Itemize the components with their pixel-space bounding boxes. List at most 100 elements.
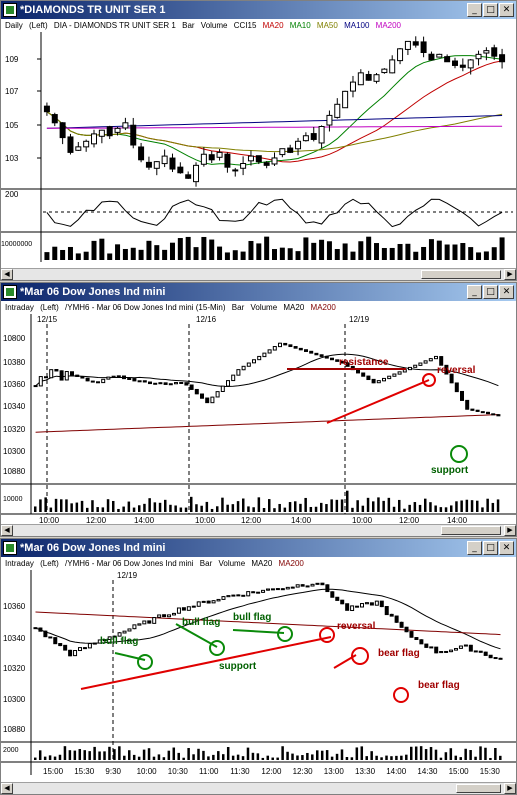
candle-body [153, 161, 160, 169]
window-titlebar[interactable]: *DIAMONDS TR UNIT SER 1 _ □ ✕ [1, 1, 516, 19]
chart-window-icon[interactable] [3, 3, 17, 17]
candle-body [319, 354, 324, 357]
candle-body [478, 650, 483, 653]
candle-body [142, 620, 147, 625]
time-label: 11:00 [199, 767, 219, 776]
close-button[interactable]: ✕ [499, 541, 514, 555]
volume-bar [335, 499, 339, 512]
volume-bar [380, 757, 383, 760]
candle-body [257, 355, 262, 361]
candle-body [295, 140, 302, 150]
volume-bar [193, 247, 199, 260]
scroll-right-arrow[interactable]: ▶ [504, 269, 516, 280]
volume-bar [424, 749, 428, 760]
volume-bar [231, 504, 235, 512]
candle-body [220, 385, 225, 392]
candle-body [285, 586, 290, 590]
candle-body [33, 385, 38, 388]
volume-bar [400, 755, 403, 760]
volume-bar [195, 504, 198, 512]
candle-body [91, 133, 98, 145]
minimize-button[interactable]: _ [467, 541, 482, 555]
maximize-button[interactable]: □ [483, 541, 498, 555]
minimize-button[interactable]: _ [467, 285, 482, 299]
volume-bar [224, 252, 230, 260]
volume-bar [106, 499, 110, 512]
close-button[interactable]: ✕ [499, 3, 514, 17]
volume-bar [137, 756, 141, 760]
close-button[interactable]: ✕ [499, 285, 514, 299]
price-tick: 105 [5, 121, 19, 130]
horizontal-scrollbar[interactable]: ◀ ▶ [1, 268, 516, 280]
candle-body [267, 349, 272, 354]
legend-period: Daily [5, 21, 23, 30]
chart-window-icon[interactable] [3, 541, 17, 555]
candle-body [397, 371, 402, 375]
reversal-label: reversal [437, 365, 476, 376]
maximize-button[interactable]: □ [483, 285, 498, 299]
candle-body [261, 589, 266, 593]
volume-bar [375, 755, 378, 760]
volume-bar [319, 239, 325, 260]
price-tick: 10320 [3, 664, 26, 673]
chart-window-icon[interactable] [3, 285, 17, 299]
volume-bar [271, 757, 274, 760]
resistance-label: resistance [339, 357, 389, 368]
candle-body [163, 382, 168, 385]
scroll-left-arrow[interactable]: ◀ [1, 783, 13, 794]
volume-bar [468, 247, 474, 260]
legend-period: Intraday [5, 303, 34, 312]
candle-body [127, 378, 132, 381]
volume-bar [397, 243, 403, 260]
ma200-line [35, 611, 501, 636]
volume-bar [123, 755, 126, 760]
window-titlebar[interactable]: *Mar 06 Dow Jones Ind mini _ □ ✕ [1, 283, 516, 301]
candle-body [44, 376, 48, 379]
legend-symbol: DIA - DIAMONDS TR UNIT SER 1 [53, 21, 176, 30]
legend-ma50: MA50 [316, 21, 338, 30]
scroll-left-arrow[interactable]: ◀ [1, 269, 13, 280]
volume-bar [217, 246, 223, 260]
volume-bar [73, 750, 77, 760]
candle-body [83, 140, 90, 148]
volume-bar [484, 747, 487, 760]
volume-tick: 10000 [3, 496, 23, 503]
candle-body [381, 68, 388, 74]
price-tick: 10360 [3, 602, 26, 611]
volume-bar [91, 500, 94, 512]
scroll-right-arrow[interactable]: ▶ [504, 783, 516, 794]
intraday-15min-chart: 12/15 12/16 12/19 10800 10380 10360 1034… [1, 314, 516, 524]
scroll-right-arrow[interactable]: ▶ [504, 525, 516, 536]
volume-bar [179, 507, 183, 512]
scroll-left-arrow[interactable]: ◀ [1, 525, 13, 536]
candle-body [413, 364, 418, 368]
minimize-button[interactable]: _ [467, 3, 482, 17]
volume-bar [192, 754, 195, 760]
candle-body [320, 582, 325, 586]
scroll-thumb[interactable] [421, 270, 501, 279]
volume-bar [143, 503, 146, 512]
legend-ma200: MA200 [375, 21, 402, 30]
volume-bar [148, 498, 151, 512]
window-titlebar[interactable]: *Mar 06 Dow Jones Ind mini _ □ ✕ [1, 539, 516, 557]
volume-bar [212, 754, 215, 760]
volume-bar [209, 239, 215, 260]
volume-bar [306, 752, 309, 760]
volume-bar [112, 500, 115, 512]
scroll-thumb[interactable] [456, 784, 501, 793]
horizontal-scrollbar[interactable]: ◀ ▶ [1, 524, 516, 536]
maximize-button[interactable]: □ [483, 3, 498, 17]
scroll-thumb[interactable] [441, 526, 501, 535]
horizontal-scrollbar[interactable]: ◀ ▶ [1, 782, 516, 794]
time-label: 9:30 [105, 767, 121, 776]
volume-bar [202, 750, 205, 760]
candle-body [463, 644, 468, 647]
volume-bar [58, 754, 62, 760]
diamonds-daily-window: *DIAMONDS TR UNIT SER 1 _ □ ✕ Daily (Lef… [0, 0, 517, 281]
candle-body [436, 53, 443, 58]
volume-bar [340, 749, 344, 760]
volume-bar [222, 754, 225, 760]
volume-bar [381, 247, 387, 260]
volume-bar [115, 244, 121, 260]
candle-body [38, 376, 43, 387]
